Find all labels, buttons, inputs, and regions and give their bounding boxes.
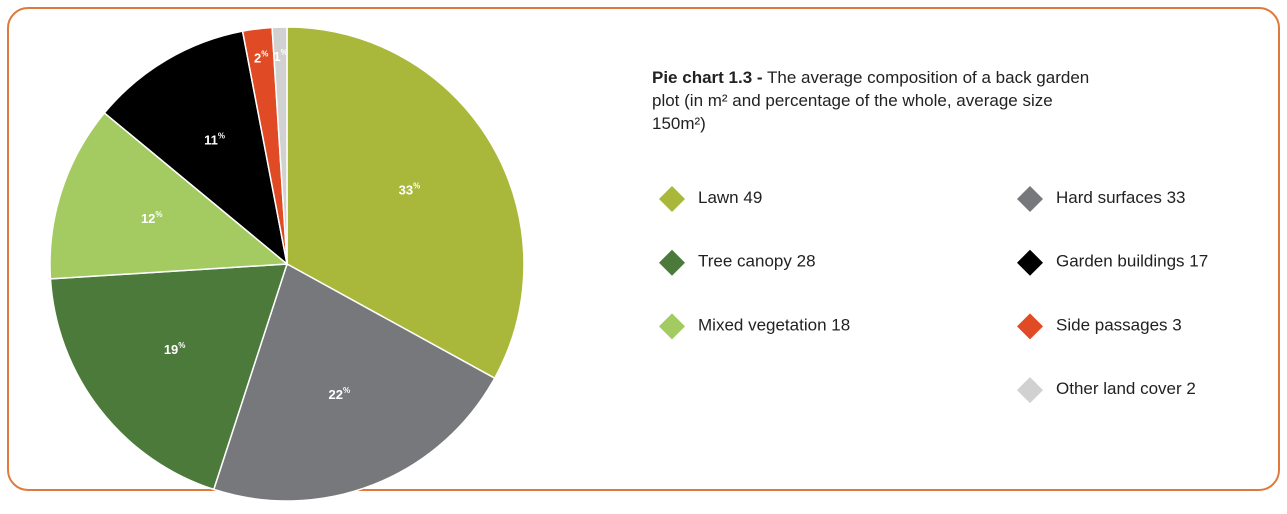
- data-label-unit: %: [261, 50, 268, 59]
- legend-name: Other land cover: [1056, 380, 1182, 399]
- legend-label: Lawn 49: [698, 188, 762, 207]
- legend-area: 2: [1186, 380, 1195, 399]
- legend-label: Garden buildings 17: [1056, 252, 1208, 271]
- data-label-unit: %: [413, 182, 420, 191]
- data-label-value: 33: [399, 183, 413, 198]
- title-text: The average composition of a back garden…: [652, 68, 1090, 133]
- data-label-value: 2: [254, 51, 261, 66]
- data-label: 12%: [141, 210, 163, 226]
- pie-slice: [49, 111, 289, 280]
- data-label-unit: %: [155, 210, 162, 219]
- data-label-value: 22: [329, 388, 343, 403]
- data-label: 11%: [204, 132, 225, 148]
- pie-slice: [271, 26, 288, 265]
- data-label-unit: %: [218, 132, 225, 141]
- data-label: 19%: [164, 341, 186, 357]
- legend-area: 28: [797, 252, 816, 271]
- legend-swatch: [1017, 313, 1043, 340]
- legend-name: Side passages: [1056, 316, 1168, 335]
- legend-swatch: [1017, 186, 1043, 212]
- legend-name: Lawn: [698, 188, 739, 207]
- legend-area: 49: [743, 188, 762, 207]
- legend-swatch: [1017, 249, 1043, 276]
- pie-slice: [212, 262, 496, 502]
- legend-label: Mixed vegetation 18: [698, 316, 850, 335]
- legend-label: Other land cover 2: [1056, 380, 1196, 399]
- frame: [7, 7, 1280, 491]
- data-label: 1%: [273, 48, 287, 64]
- legend-swatch: [659, 186, 685, 212]
- pie: 33%22%19%12%11%2% 1%: [49, 26, 525, 502]
- legend-area: 17: [1189, 252, 1208, 271]
- legend-name: Hard surfaces: [1056, 188, 1162, 207]
- legend-name: Tree canopy: [698, 252, 792, 271]
- legend-name: Garden buildings: [1056, 252, 1185, 271]
- pie-slice: [103, 30, 289, 266]
- legend-area: 33: [1167, 188, 1186, 207]
- pie-slice: [49, 263, 289, 491]
- legend-swatch: [659, 249, 685, 276]
- legend: Lawn 49 Tree canopy 28 Mixed vegetation 18…: [659, 186, 1208, 404]
- legend-name: Mixed vegetation: [698, 316, 827, 335]
- legend-swatch: [659, 313, 685, 340]
- legend-label: Hard surfaces 33: [1056, 188, 1185, 207]
- chart-title: Pie chart 1.3 - The average composition …: [652, 66, 1092, 135]
- data-label: 33%: [399, 182, 421, 198]
- data-label-value: 12: [141, 211, 155, 226]
- legend-swatch: [1017, 377, 1043, 404]
- data-label-unit: %: [281, 48, 288, 57]
- legend-area: 18: [831, 316, 850, 335]
- data-label: 22%: [329, 386, 351, 402]
- data-label: 2%: [254, 50, 268, 66]
- legend-label: Side passages 3: [1056, 316, 1182, 335]
- legend-label: Tree canopy 28: [698, 252, 816, 271]
- legend-area: 3: [1172, 316, 1181, 335]
- title-prefix: Pie chart 1.3 -: [652, 68, 763, 87]
- data-label-unit: %: [343, 386, 350, 395]
- data-label-unit: %: [178, 341, 185, 350]
- data-label-value: 11: [204, 133, 218, 148]
- pie-slice: [286, 26, 525, 380]
- data-label-value: 19: [164, 343, 178, 358]
- data-label-value: 1: [273, 49, 280, 64]
